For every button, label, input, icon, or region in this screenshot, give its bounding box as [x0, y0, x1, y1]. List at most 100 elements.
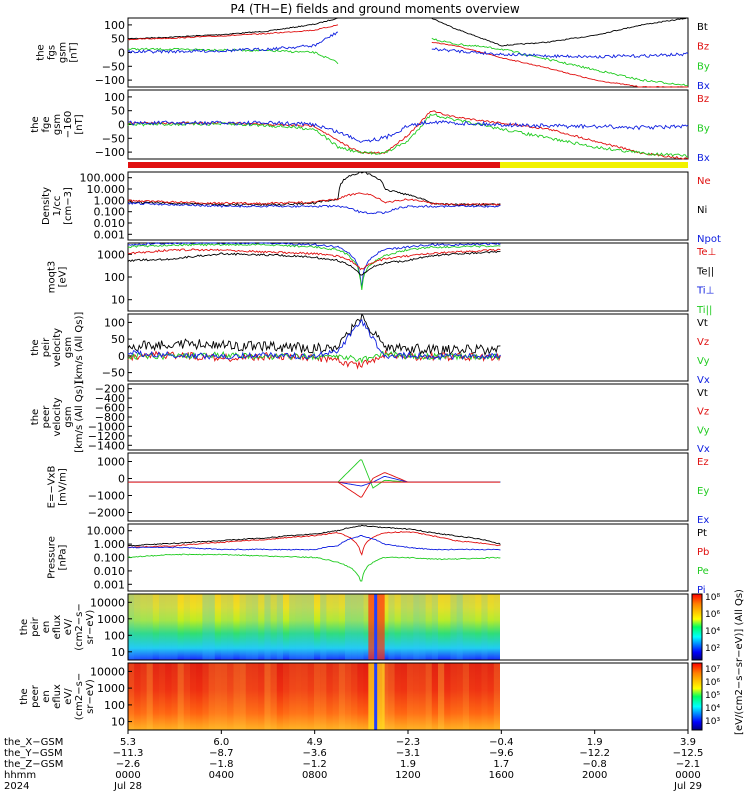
peer_flux-ytick: 10000: [90, 665, 125, 678]
peer_flux-ylabel: the: [19, 688, 30, 704]
colorbar-tick: 10⁴: [705, 627, 720, 637]
peir_vel-ytick: 100: [104, 316, 125, 329]
legend-peir_vel-0: Vt: [697, 318, 708, 329]
peir_vel-ytick: −50: [102, 367, 125, 380]
orbit-cell: −9.6: [489, 748, 513, 759]
temp-frame: [127, 242, 689, 312]
fge-ytick: 100: [104, 91, 125, 104]
orbit-cell: 4.9: [307, 737, 323, 748]
fgs-ylabel: fgs: [47, 45, 58, 60]
peir_flux-ytick: 10000: [90, 596, 125, 609]
peir_flux-heatmap-stripe: [307, 594, 314, 660]
peer_flux-heatmap-stripe: [159, 663, 166, 730]
legend-density-0: Ne: [697, 176, 711, 187]
peer_vel-ytick: −400: [95, 392, 125, 405]
series-fge_B_nT-Bz: [127, 110, 689, 160]
legend-fgs-1: Bz: [697, 42, 709, 53]
orbit-cell: −1.2: [303, 759, 327, 770]
peir_flux-heatmap-stripe: [431, 594, 438, 660]
peer_flux-heatmap-stripe: [258, 663, 265, 730]
pressure-ytick: 0.010: [94, 565, 126, 578]
orbit-cell: 3.9: [680, 737, 696, 748]
peir_flux-ylabel: en: [41, 621, 52, 634]
series-fgs_B_nT-Bz: [127, 24, 688, 88]
peir_flux-heatmap-stripe: [245, 594, 252, 660]
figure-title: P4 (TH−E) fields and ground moments over…: [230, 2, 520, 16]
legend-peir_vel-3: Vx: [697, 375, 710, 386]
peer_flux-heatmap-stripe: [128, 663, 135, 730]
series-peir_velocity_kms-Vx: [127, 318, 501, 361]
peir_flux-heatmap-stripe: [425, 594, 432, 660]
peir_flux-heatmap-stripe: [202, 594, 209, 660]
fgs-ytick: −100: [95, 74, 125, 87]
colorbar-tick: 10⁶: [705, 678, 720, 688]
orbit-row-label: the_Y−GSM: [4, 748, 63, 759]
fge-ylabel: gsm: [52, 114, 63, 135]
orbit-cell: 6.0: [213, 737, 229, 748]
legend-efield-1: Ey: [697, 486, 709, 497]
peir_flux-heatmap-stripe: [320, 594, 327, 660]
peer_flux-ylabel: en: [41, 690, 52, 703]
pressure-ytick: 10.000: [87, 525, 126, 538]
peir_flux-heatmap-stripe: [152, 594, 159, 660]
series-fgs_B_nT-Bt: [127, 17, 688, 47]
peir_flux-heatmap-stripe: [183, 594, 190, 660]
pressure-ylabel: [nPa]: [58, 544, 69, 570]
colorbar-tick: 10⁶: [705, 610, 720, 620]
peer_flux-heatmap-stripe: [177, 663, 184, 730]
fge-ylabel: [nT]: [74, 114, 85, 134]
peer_flux-heatmap-stripe: [326, 663, 333, 730]
density-frame: [127, 171, 689, 241]
peer_flux-ylabel: peer: [30, 684, 41, 708]
panel-peir_flux: 10000 1000 100 10 the peir en eflux eV/(cm2−s− sr…: [19, 593, 689, 661]
peir_flux-ylabel: (cm2−s−: [74, 603, 85, 650]
peir_flux-ytick: 10: [111, 646, 125, 659]
pressure-ytick: 0.001: [94, 578, 126, 591]
peir_flux-heatmap-stripe: [345, 594, 352, 660]
peir_vel-ylabel: peir: [41, 337, 52, 357]
peer_flux-heatmap-stripe: [295, 663, 302, 730]
peir_vel-frame: [127, 313, 689, 382]
peir_flux-heatmap-stripe: [134, 594, 141, 660]
peir_flux-heatmap-stripe: [295, 594, 302, 660]
series-efield_mVm-Ey: [128, 459, 501, 489]
peir_vel-ylabel: gsm: [63, 337, 74, 358]
panel-peir_vel: 100 50 0 −50 the peir velocity gsm [km/s (All Qs…: [30, 312, 710, 386]
peir_flux-heatmap-stripe: [475, 594, 482, 660]
density-ytick: 10.000: [87, 183, 126, 196]
fgs-frame: [127, 17, 689, 88]
series-density_cc-Npot: [127, 201, 501, 215]
orbit-cell: −8.7: [209, 748, 233, 759]
peer_flux-heatmap-stripe: [264, 663, 271, 730]
peer_flux-heatmap-stripe: [196, 663, 202, 730]
legend-peer_vel-2: Vy: [697, 425, 710, 436]
peer_flux-heatmap-stripe: [214, 663, 221, 730]
peir_flux-heatmap-stripe: [140, 594, 147, 660]
legend-fgs-2: By: [697, 61, 710, 72]
peer_vel-ylabel: the: [30, 409, 41, 425]
peir_flux-heatmap-stripe: [233, 594, 239, 660]
peir_flux-heatmap-stripe: [493, 594, 500, 660]
peer_flux-heatmap-stripe: [475, 663, 482, 730]
orbit-cell: −0.4: [489, 737, 513, 748]
series-density_cc-Ni: [127, 171, 501, 207]
series-efield_mVm-Ex: [128, 476, 501, 487]
peer_flux-ylabel: (cm2−s−: [74, 673, 85, 720]
legend-efield-0: Ez: [697, 457, 709, 468]
peer_flux-ytick: 10: [111, 716, 125, 729]
orbit-cell: 0800: [302, 770, 327, 781]
series-peir_velocity_kms-Vy: [127, 350, 501, 364]
orbit-row-label: the_Z−GSM: [4, 759, 63, 770]
peer_flux-heatmap-stripe: [307, 663, 314, 730]
panel-peer_vel: −200−400−600−800−1000−1200−1400 the peer ve…: [30, 381, 710, 455]
density-ytick: 0.010: [94, 217, 126, 230]
legend-temp-2: Ti⊥: [696, 286, 714, 297]
peir_flux-event-core: [374, 594, 378, 660]
legend-peer_vel-0: Vt: [697, 388, 708, 399]
peer_vel-ytick: −1000: [88, 420, 125, 433]
fgs-ytick: 50: [111, 33, 125, 46]
peir_flux-heatmap-stripe: [196, 594, 203, 660]
efield-frame: [127, 452, 689, 522]
pressure-ylabel: Pressure: [47, 536, 58, 579]
